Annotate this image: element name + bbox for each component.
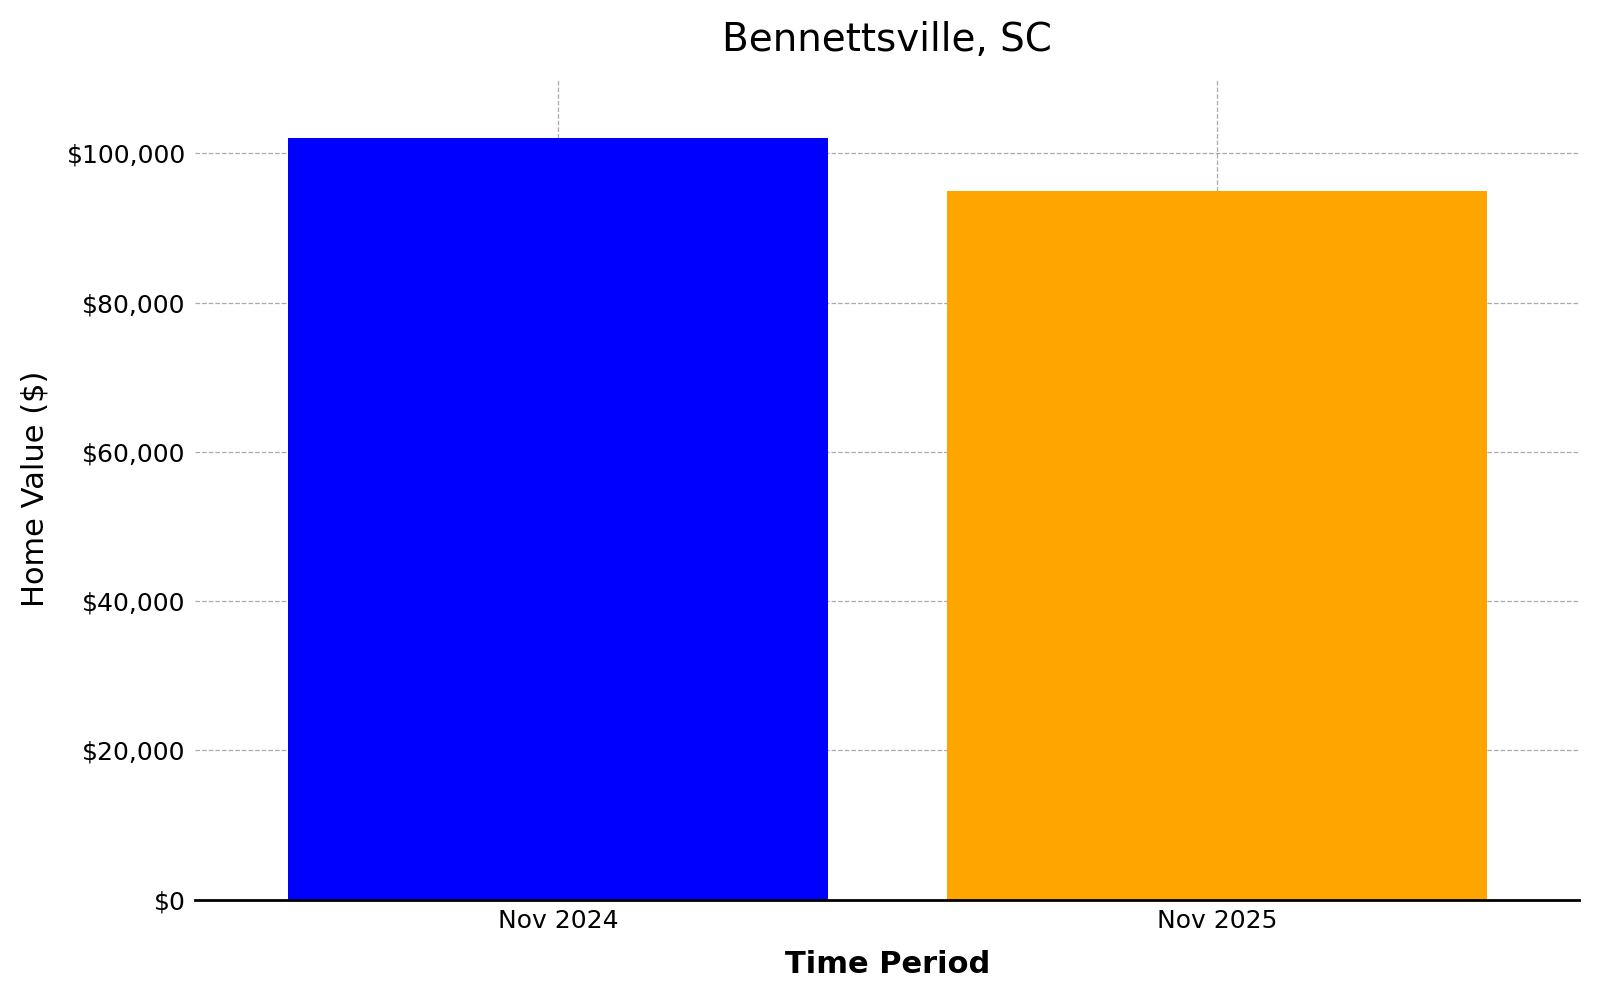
Title: Bennettsville, SC: Bennettsville, SC [722,21,1053,59]
X-axis label: Time Period: Time Period [784,950,990,979]
Bar [947,191,1486,900]
Y-axis label: Home Value ($): Home Value ($) [21,371,50,607]
Bar [288,138,829,900]
